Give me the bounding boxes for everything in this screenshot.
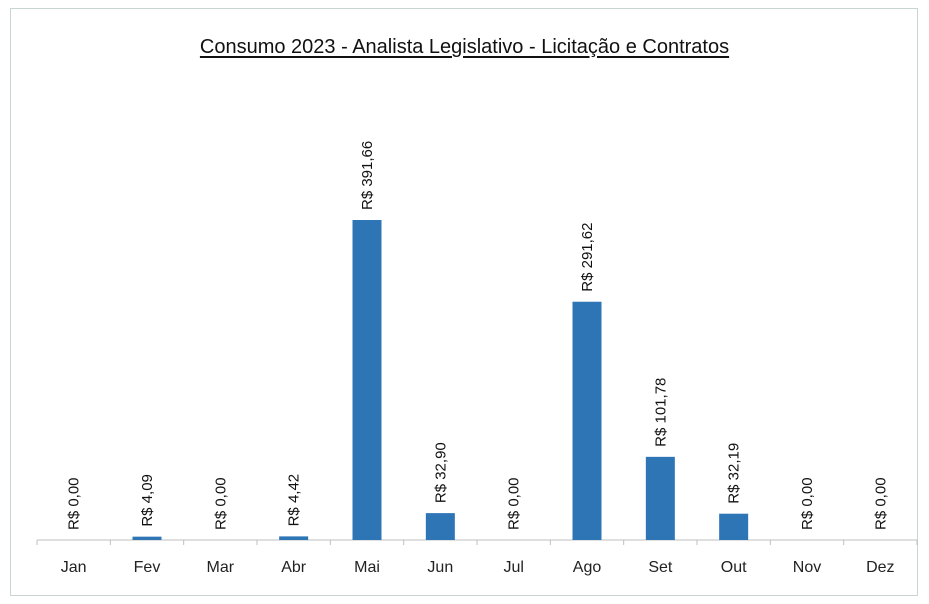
bar (132, 536, 162, 540)
bar (352, 220, 382, 540)
bar (719, 513, 749, 540)
data-label: R$ 32,90 (432, 442, 449, 503)
data-label: R$ 0,00 (872, 477, 889, 530)
bar (425, 513, 455, 540)
x-tick-label: Set (648, 559, 673, 576)
data-label: R$ 4,42 (286, 474, 303, 527)
data-label: R$ 0,00 (506, 477, 523, 530)
x-tick-label: Ago (573, 559, 602, 576)
x-tick-label: Dez (866, 559, 894, 576)
chart-title: Consumo 2023 - Analista Legislativo - Li… (199, 36, 730, 58)
data-label: R$ 291,62 (579, 223, 596, 292)
data-label: R$ 4,09 (139, 474, 156, 527)
x-tick-label: Jan (61, 559, 87, 576)
x-tick-label: Jul (503, 559, 523, 576)
x-tick-label: Fev (134, 559, 161, 576)
chart-frame (10, 8, 918, 596)
data-label: R$ 391,66 (359, 141, 376, 210)
data-label: R$ 0,00 (799, 477, 816, 530)
data-label: R$ 32,19 (726, 443, 743, 504)
bar (645, 456, 675, 540)
x-tick-label: Nov (793, 559, 821, 576)
bar (572, 301, 602, 540)
x-tick-label: Mai (354, 559, 380, 576)
x-tick-label: Jun (427, 559, 453, 576)
x-tick-label: Mar (207, 559, 235, 576)
data-label: R$ 0,00 (66, 477, 83, 530)
x-tick-label: Out (721, 559, 747, 576)
data-label: R$ 0,00 (212, 477, 229, 530)
bar (279, 536, 309, 540)
data-label: R$ 101,78 (652, 378, 669, 447)
x-tick-label: Abr (281, 559, 307, 576)
